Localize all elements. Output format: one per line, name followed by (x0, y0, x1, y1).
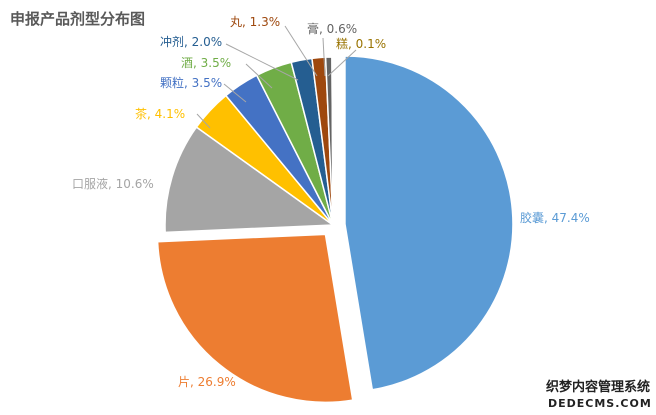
data-label-2: 片, 26.9% (178, 375, 236, 389)
data-label-9: 膏, 0.6% (307, 21, 357, 36)
leader-line-4 (196, 113, 211, 129)
data-label-3: 口服液, 10.6% (72, 176, 154, 191)
watermark: 织梦内容管理系统 DEDECMS.COM (544, 376, 654, 412)
leader-line-5 (223, 83, 247, 103)
data-label-1: 胶囊, 47.4% (520, 210, 590, 225)
pie-slice-3 (164, 126, 336, 234)
leader-line-10 (327, 49, 357, 77)
data-label-4: 茶, 4.1% (135, 106, 185, 121)
leader-line-7 (225, 43, 299, 81)
pie-slices (156, 55, 514, 404)
leader-line-6 (245, 63, 273, 89)
leader-line-8 (284, 25, 318, 77)
chart-title: 申报产品剂型分布图 (10, 10, 145, 28)
leader-lines (196, 25, 357, 129)
data-label-6: 酒, 3.5% (181, 56, 231, 70)
leader-line-9 (322, 37, 326, 77)
data-label-10: 糕, 0.1% (336, 37, 386, 51)
data-label-7: 冲剂, 2.0% (160, 34, 222, 49)
data-label-8: 丸, 1.3% (230, 15, 280, 29)
pie-slice-2 (156, 233, 354, 404)
pie-slice-10 (331, 56, 334, 226)
pie-slice-1 (344, 55, 514, 391)
watermark-line1: 织梦内容管理系统 (546, 379, 650, 395)
data-labels: 胶囊, 47.4% 片, 26.9% 口服液, 10.6% 茶, 4.1% 颗粒, 3.… (72, 15, 590, 389)
data-label-5: 颗粒, 3.5% (160, 75, 222, 90)
watermark-line2: DEDECMS.COM (548, 397, 652, 410)
